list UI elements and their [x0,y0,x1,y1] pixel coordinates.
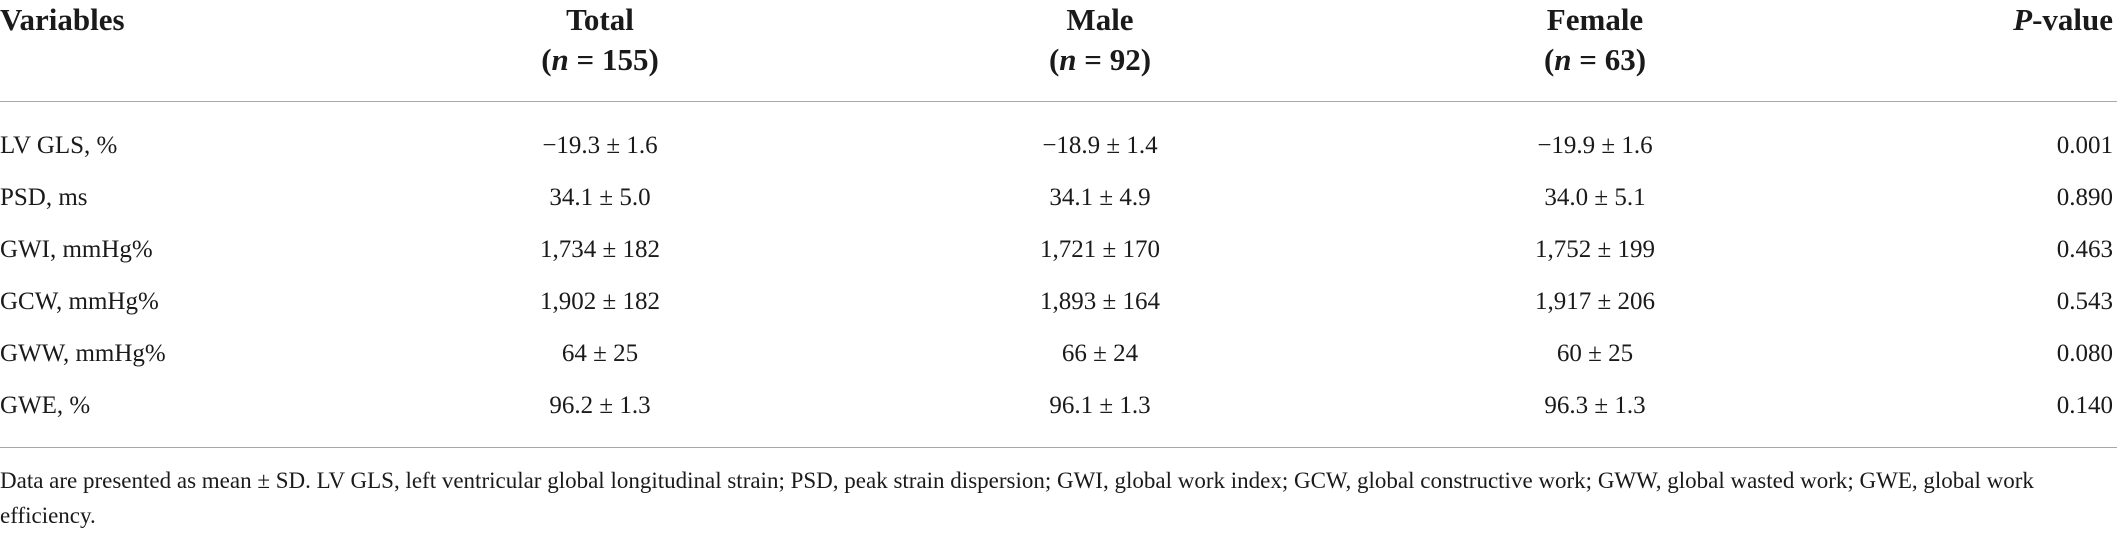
table-row: GWE, % 96.2 ± 1.3 96.1 ± 1.3 96.3 ± 1.3 … [0,380,2117,432]
header-divider [0,101,2117,102]
cell-female: 1,752 ± 199 [1535,236,1655,263]
footer-divider [0,447,2117,448]
cell-male: 1,893 ± 164 [1040,288,1160,315]
table-row: LV GLS, % −19.3 ± 1.6 −18.9 ± 1.4 −19.9 … [0,120,2117,172]
header-female-label: Female [1546,2,1644,37]
cell-total: 34.1 ± 5.0 [549,184,651,211]
header-female-n: (n = 63) [1543,42,1647,77]
cell-pvalue: 0.463 [2056,236,2113,263]
header-variables: Variables [0,2,125,37]
header-male-label: Male [1066,2,1134,37]
cell-female: −19.9 ± 1.6 [1537,132,1653,159]
table-footnote: Data are presented as mean ± SD. LV GLS,… [0,468,2034,528]
header-male-n: (n = 92) [1048,42,1152,77]
table-row: PSD, ms 34.1 ± 5.0 34.1 ± 4.9 34.0 ± 5.1… [0,172,2117,224]
table-row: GWI, mmHg% 1,734 ± 182 1,721 ± 170 1,752… [0,224,2117,276]
header-pvalue: P-value [2013,2,2113,37]
table-header: Variables Total (n = 155) Male (n = 92) … [0,0,2117,100]
cell-pvalue: 0.543 [2056,288,2113,315]
cell-variable: GCW, mmHg% [0,288,159,315]
cell-variable: GWI, mmHg% [0,236,153,263]
cell-female: 1,917 ± 206 [1535,288,1655,315]
cell-female: 60 ± 25 [1556,340,1634,367]
cell-total: 64 ± 25 [561,340,639,367]
cell-female: 96.3 ± 1.3 [1544,392,1646,419]
table-row: GCW, mmHg% 1,902 ± 182 1,893 ± 164 1,917… [0,276,2117,328]
cell-male: 34.1 ± 4.9 [1049,184,1151,211]
cell-pvalue: 0.080 [2056,340,2113,367]
header-total-n: (n = 155) [541,42,659,77]
cell-male: −18.9 ± 1.4 [1042,132,1158,159]
cell-pvalue: 0.001 [2056,132,2113,159]
cell-total: 1,734 ± 182 [540,236,660,263]
cell-total: 1,902 ± 182 [540,288,660,315]
cell-variable: GWE, % [0,392,91,419]
header-total: Total (n = 155) [541,0,659,80]
table-row: GWW, mmHg% 64 ± 25 66 ± 24 60 ± 25 0.080 [0,328,2117,380]
cell-male: 1,721 ± 170 [1040,236,1160,263]
header-female: Female (n = 63) [1544,0,1646,80]
cell-male: 66 ± 24 [1061,340,1139,367]
cell-variable: PSD, ms [0,184,88,211]
header-male: Male (n = 92) [1049,0,1151,80]
cell-variable: GWW, mmHg% [0,340,166,367]
cell-female: 34.0 ± 5.1 [1544,184,1646,211]
cell-pvalue: 0.890 [2056,184,2113,211]
cell-variable: LV GLS, % [0,132,118,159]
cell-total: −19.3 ± 1.6 [542,132,658,159]
cell-pvalue: 0.140 [2056,392,2113,419]
header-total-label: Total [566,2,634,37]
cell-total: 96.2 ± 1.3 [549,392,651,419]
cell-male: 96.1 ± 1.3 [1049,392,1151,419]
